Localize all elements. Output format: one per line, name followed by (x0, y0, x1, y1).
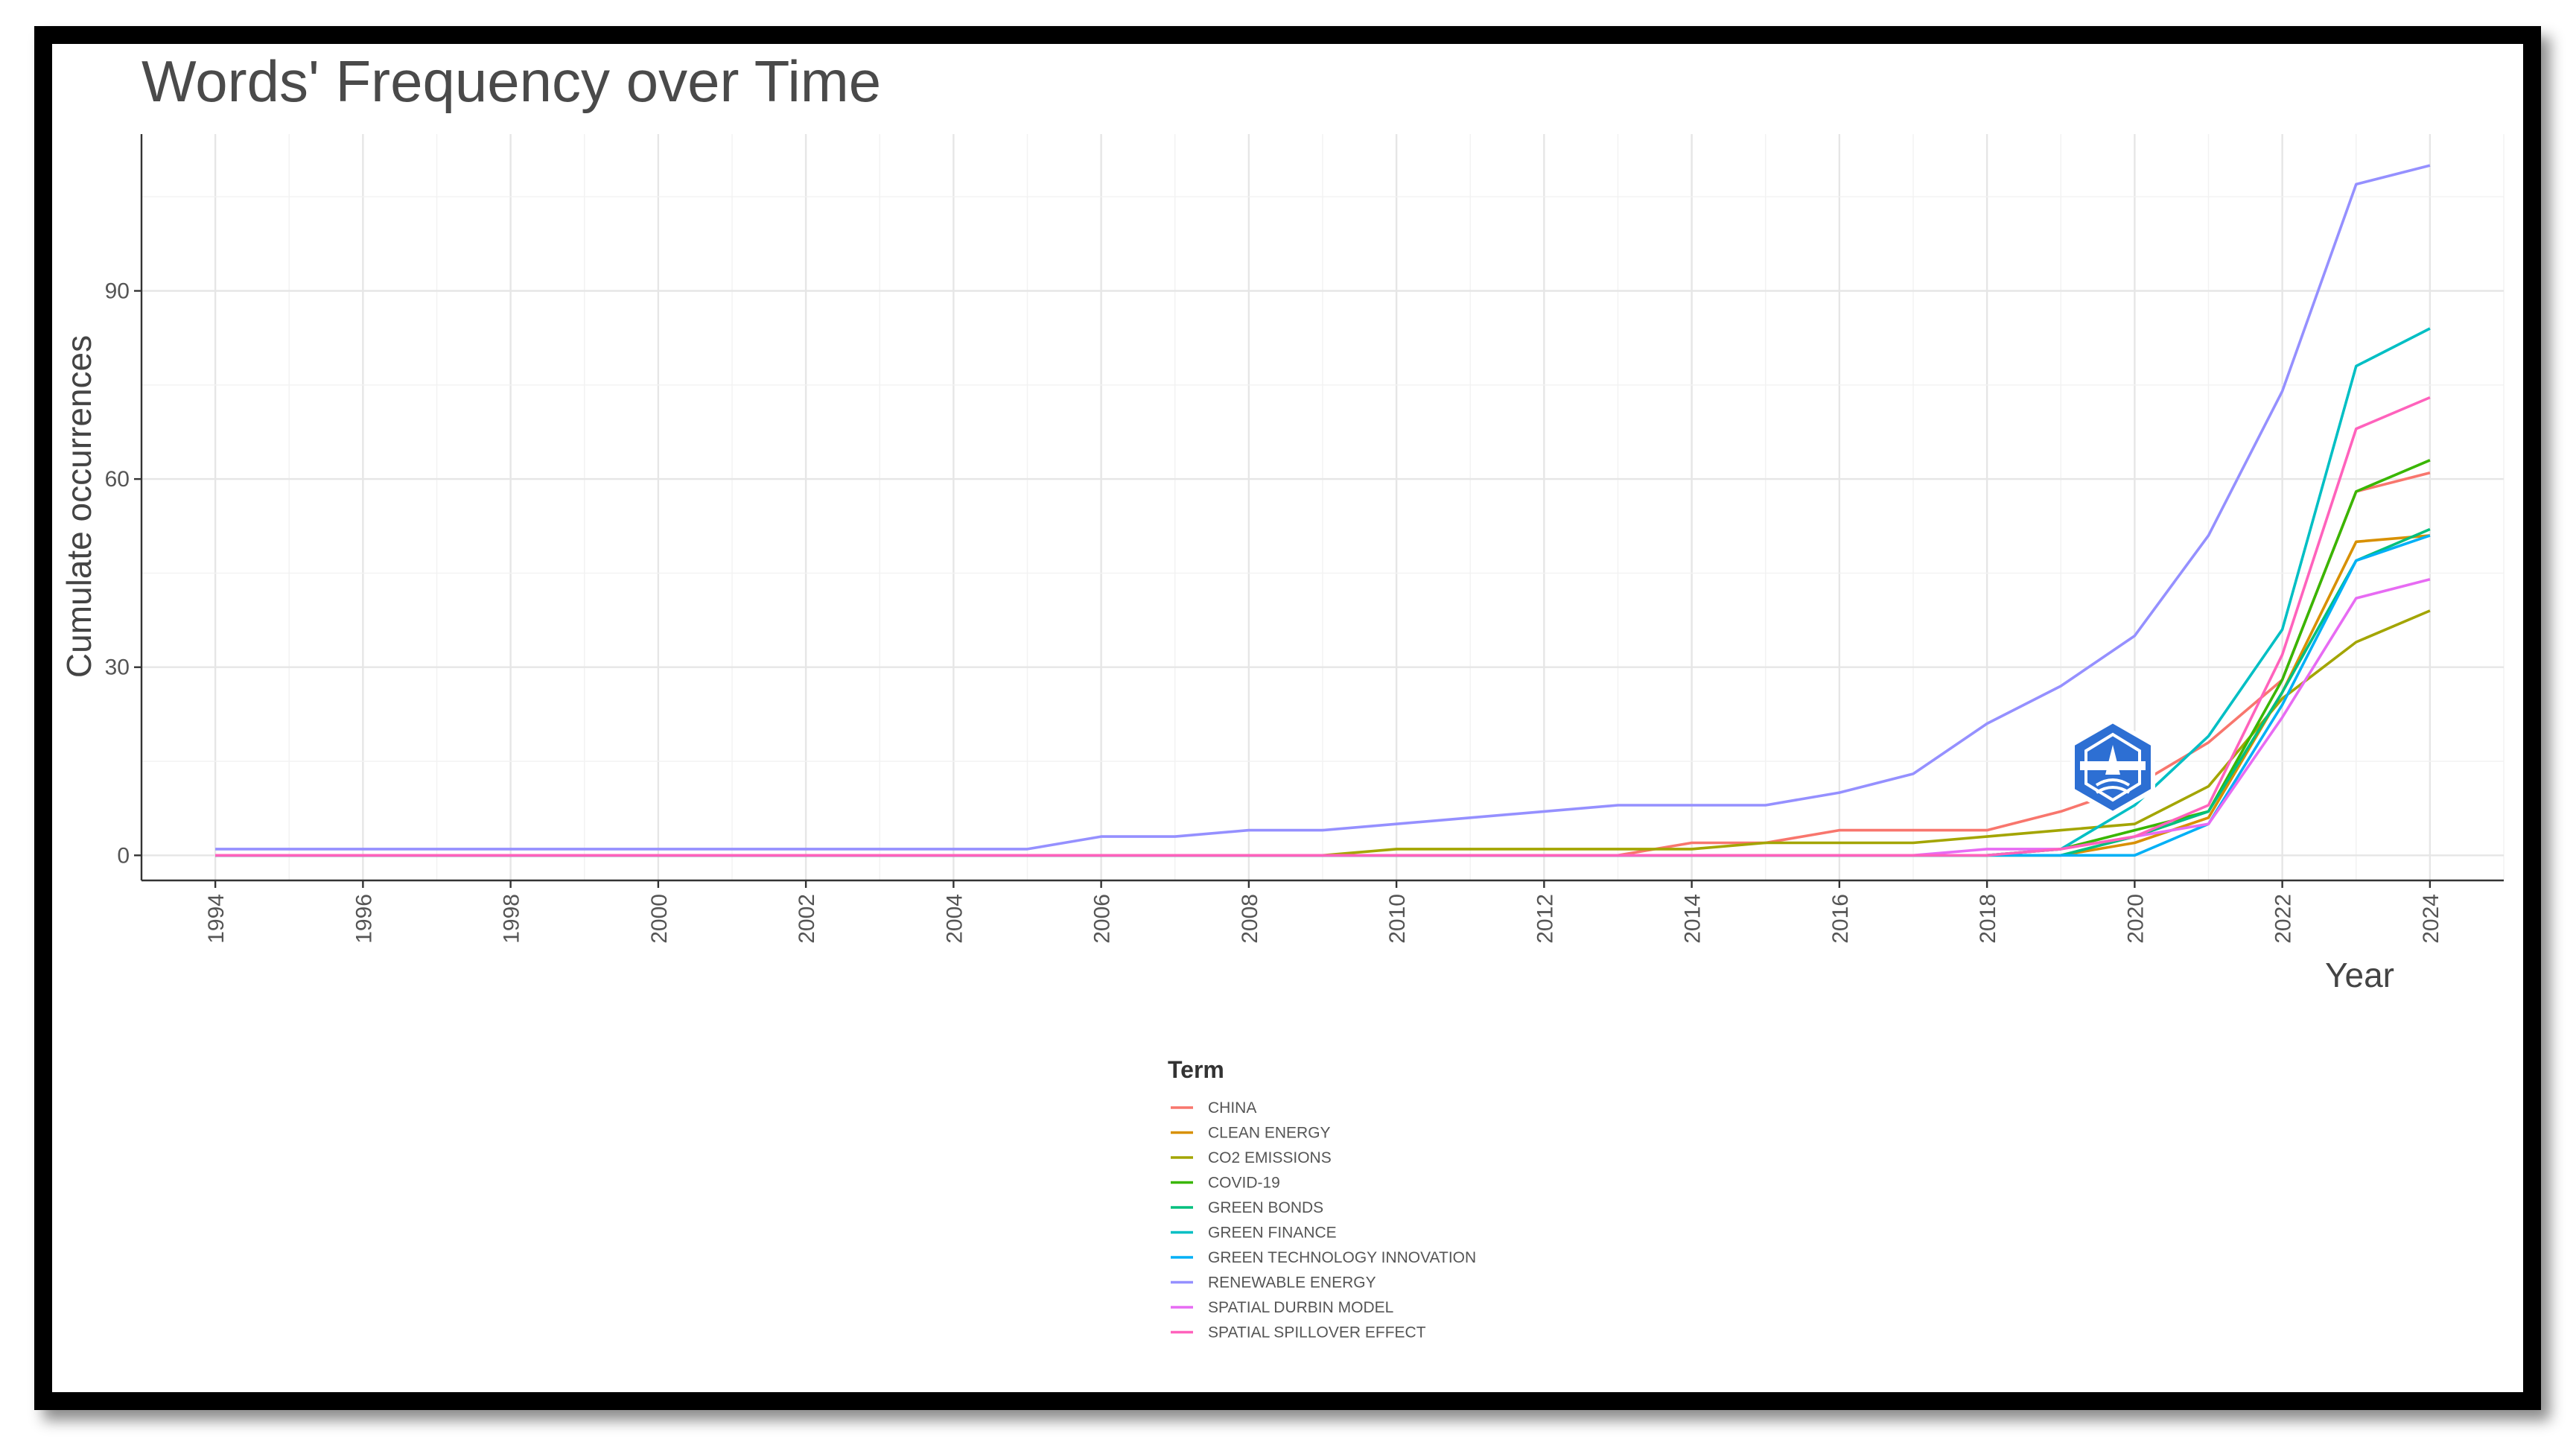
x-tick-label: 2004 (942, 894, 967, 944)
axes (134, 134, 2504, 888)
y-tick-label: 0 (117, 843, 130, 868)
x-tick-label: 2018 (1976, 894, 2000, 944)
series-line (215, 164, 2431, 851)
tick-labels: 0 30 60 90 1994 1996 1998 2000 2002 2004 2006 2008 2… (105, 279, 2443, 944)
y-tick-label: 30 (105, 655, 130, 680)
legend-label: CLEAN ENERGY (1208, 1125, 1331, 1142)
x-tick-label: 2006 (1090, 894, 1115, 944)
legend-label: CO2 EMISSIONS (1208, 1149, 1332, 1166)
chart-panel (52, 44, 2523, 1392)
x-tick-label: 2016 (1828, 894, 1853, 944)
x-tick-label: 2002 (795, 894, 819, 944)
x-tick-label: 2020 (2123, 894, 2148, 944)
x-tick-label: 2022 (2271, 894, 2296, 944)
legend-title: Term (1168, 1056, 1224, 1083)
legend-label: GREEN FINANCE (1208, 1225, 1337, 1242)
legend-label: GREEN TECHNOLOGY INNOVATION (1208, 1249, 1476, 1266)
legend-label: SPATIAL DURBIN MODEL (1208, 1299, 1393, 1316)
series-line (215, 396, 2431, 857)
x-tick-label: 2008 (1238, 894, 1262, 944)
screenshot-frame (34, 26, 2541, 1410)
legend-label: COVID-19 (1208, 1175, 1280, 1192)
series-lines (215, 164, 2431, 857)
x-tick-label: 1998 (500, 894, 524, 944)
journal-logo-watermark (2070, 718, 2155, 816)
chart-title: Words' Frequency over Time (141, 48, 881, 114)
x-tick-label: 1994 (204, 894, 229, 944)
x-tick-label: 2024 (2419, 894, 2443, 944)
x-tick-label: 2012 (1533, 894, 1557, 944)
legend: Term CHINA CLEAN ENERGY CO2 EMISSIONS COVID… (1168, 1056, 1476, 1342)
x-axis-label: Year (2325, 956, 2394, 994)
legend-label: RENEWABLE ENERGY (1208, 1274, 1376, 1292)
legend-label: CHINA (1208, 1099, 1256, 1117)
y-tick-label: 60 (105, 467, 130, 492)
x-tick-label: 2000 (647, 894, 672, 944)
y-tick-label: 90 (105, 279, 130, 304)
x-tick-label: 2014 (1681, 894, 1705, 944)
x-tick-label: 1996 (352, 894, 376, 944)
legend-label: GREEN BONDS (1208, 1199, 1323, 1216)
y-axis-label: Cumulate occurrences (60, 335, 98, 678)
legend-label: SPATIAL SPILLOVER EFFECT (1208, 1324, 1426, 1342)
x-tick-label: 2010 (1385, 894, 1410, 944)
